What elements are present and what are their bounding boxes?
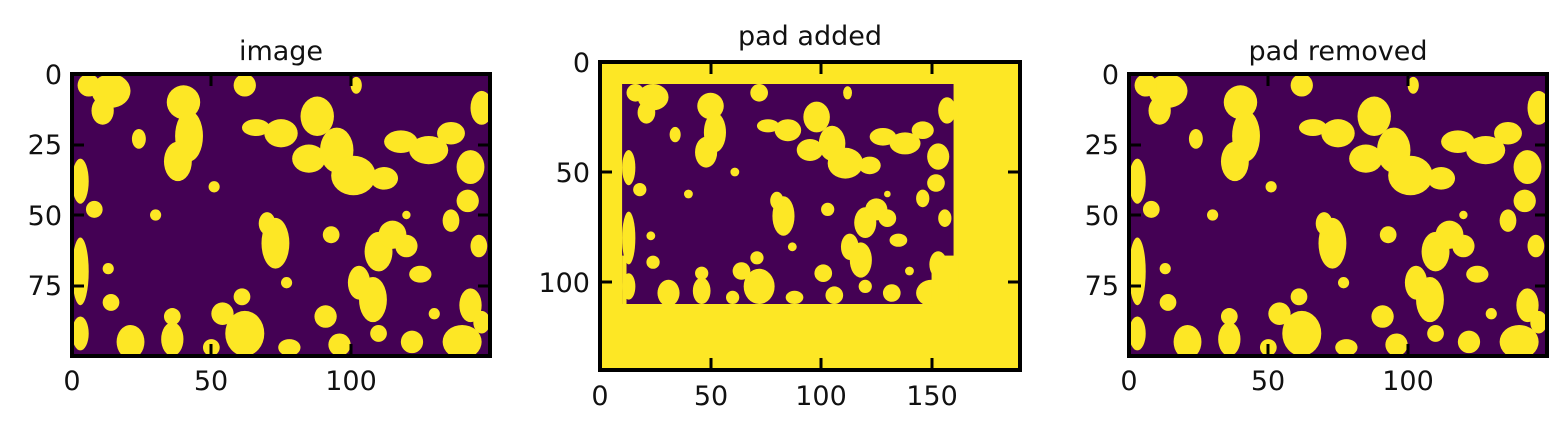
y-tick-label: 0: [573, 48, 590, 79]
x-tick-label: 100: [795, 381, 847, 412]
panel-image: image 0 50 100 0 25 50 75: [28, 36, 492, 397]
y-tick-label: 0: [1102, 60, 1119, 91]
x-tick-label: 50: [194, 366, 228, 397]
x-tick-label: 50: [694, 381, 728, 412]
panel-title-pad-added: pad added: [738, 21, 882, 52]
axes-frame-pad-added: [598, 60, 1022, 372]
y-tick-label: 50: [556, 158, 590, 189]
y-tick-label: 0: [45, 60, 62, 91]
x-tick-label: 150: [906, 381, 958, 412]
panel-title-pad-removed: pad removed: [1248, 36, 1427, 67]
y-tick-label: 50: [1085, 201, 1119, 232]
heatmap-pad-added: [600, 62, 1020, 370]
y-tick-label: 75: [28, 271, 62, 302]
y-tick-label: 25: [1085, 130, 1119, 161]
y-tick-label: 75: [1085, 271, 1119, 302]
heatmap-pad-removed: [1129, 74, 1547, 356]
x-tick-label: 100: [325, 366, 377, 397]
heatmap-image: [72, 74, 490, 356]
panel-pad-removed: pad removed 0 50 100 0 25 50 7: [1085, 36, 1549, 397]
axes-frame-image: [70, 72, 492, 358]
y-tick-label: 25: [28, 130, 62, 161]
x-tick-label: 100: [1382, 366, 1434, 397]
axes-frame-pad-removed: [1127, 72, 1549, 358]
x-tick-label: 0: [1120, 366, 1137, 397]
panel-title-image: image: [239, 36, 323, 67]
x-tick-label: 50: [1251, 366, 1285, 397]
x-tick-label: 0: [63, 366, 80, 397]
panel-pad-added: pad added: [538, 21, 1022, 412]
y-tick-label: 100: [538, 268, 590, 299]
x-tick-label: 0: [591, 381, 608, 412]
y-tick-label: 50: [28, 201, 62, 232]
